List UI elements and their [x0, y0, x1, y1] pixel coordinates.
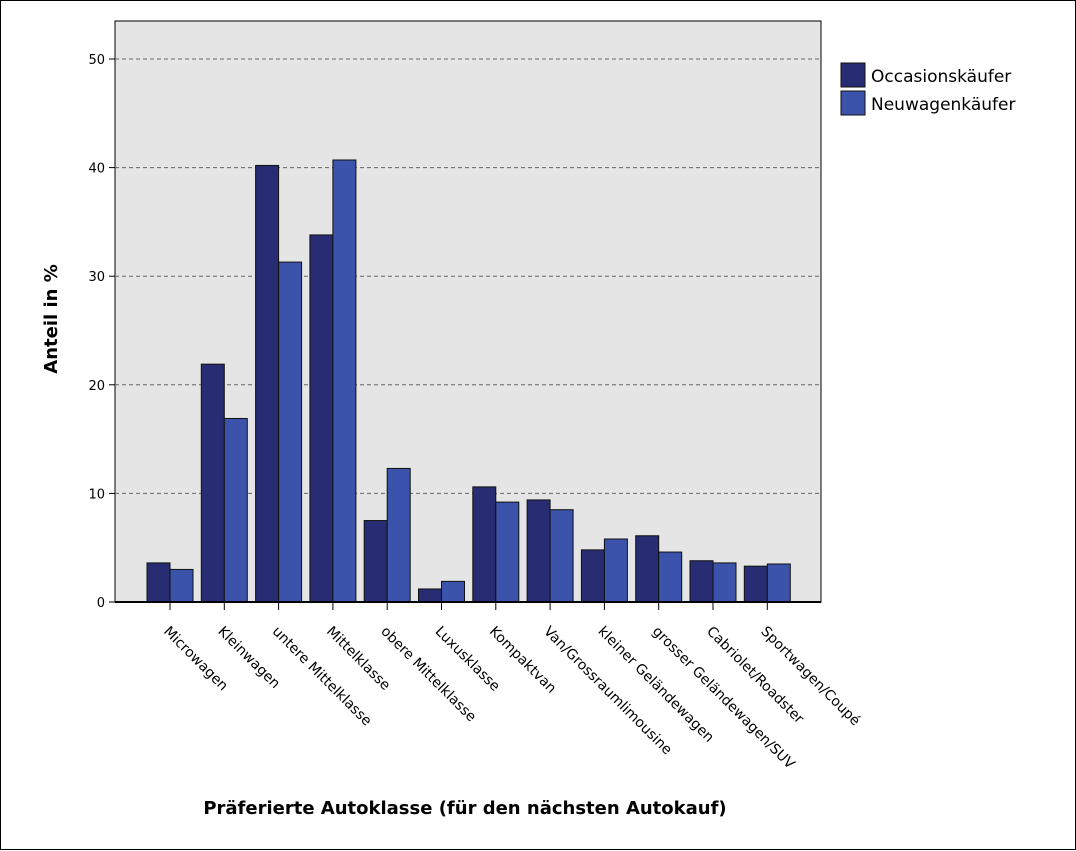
bar-occasion — [255, 164, 280, 603]
bar-neuwagen — [549, 509, 574, 603]
bar-neuwagen — [278, 261, 303, 603]
x-tick-label: Cabriolet/Roadster — [703, 624, 807, 728]
y-axis-title: Anteil in % — [41, 264, 62, 373]
y-tick-label: 50 — [88, 53, 105, 68]
legend-label: Occasionskäufer — [871, 67, 1011, 87]
y-tick-label: 20 — [88, 379, 105, 394]
bar-occasion — [146, 562, 171, 603]
y-tick-label: 30 — [88, 270, 105, 285]
x-tick-label: untere Mittelklasse — [269, 624, 375, 730]
y-tick-label: 0 — [97, 596, 105, 611]
legend-swatch — [840, 62, 866, 88]
bar-neuwagen — [658, 551, 683, 603]
legend-swatch — [840, 90, 866, 116]
bar-occasion — [309, 234, 334, 603]
x-tick-label: Sportwagen/Coupé — [757, 624, 863, 730]
bar-neuwagen — [332, 159, 357, 603]
bar-neuwagen — [495, 501, 520, 603]
bar-occasion — [580, 549, 605, 603]
y-tick-label: 10 — [88, 487, 105, 502]
bar-neuwagen — [169, 568, 194, 603]
bar-occasion — [689, 560, 714, 603]
x-tick-label: obere Mittelklasse — [377, 624, 479, 726]
bar-neuwagen — [712, 562, 737, 603]
bar-occasion — [743, 565, 768, 603]
bar-neuwagen — [441, 580, 465, 603]
bar-neuwagen — [603, 538, 628, 603]
bar-occasion — [363, 520, 388, 603]
bar-neuwagen — [766, 563, 791, 603]
bar-occasion — [200, 363, 225, 603]
legend-label: Neuwagenkäufer — [871, 95, 1015, 115]
bar-neuwagen — [386, 467, 411, 603]
bar-occasion — [418, 588, 442, 603]
bar-occasion — [635, 535, 660, 603]
bar-occasion — [526, 499, 551, 603]
bar-neuwagen — [223, 417, 248, 603]
bar-occasion — [472, 486, 497, 603]
x-axis-title: Präferierte Autoklasse (für den nächsten… — [203, 798, 726, 819]
y-tick-label: 40 — [88, 162, 105, 177]
